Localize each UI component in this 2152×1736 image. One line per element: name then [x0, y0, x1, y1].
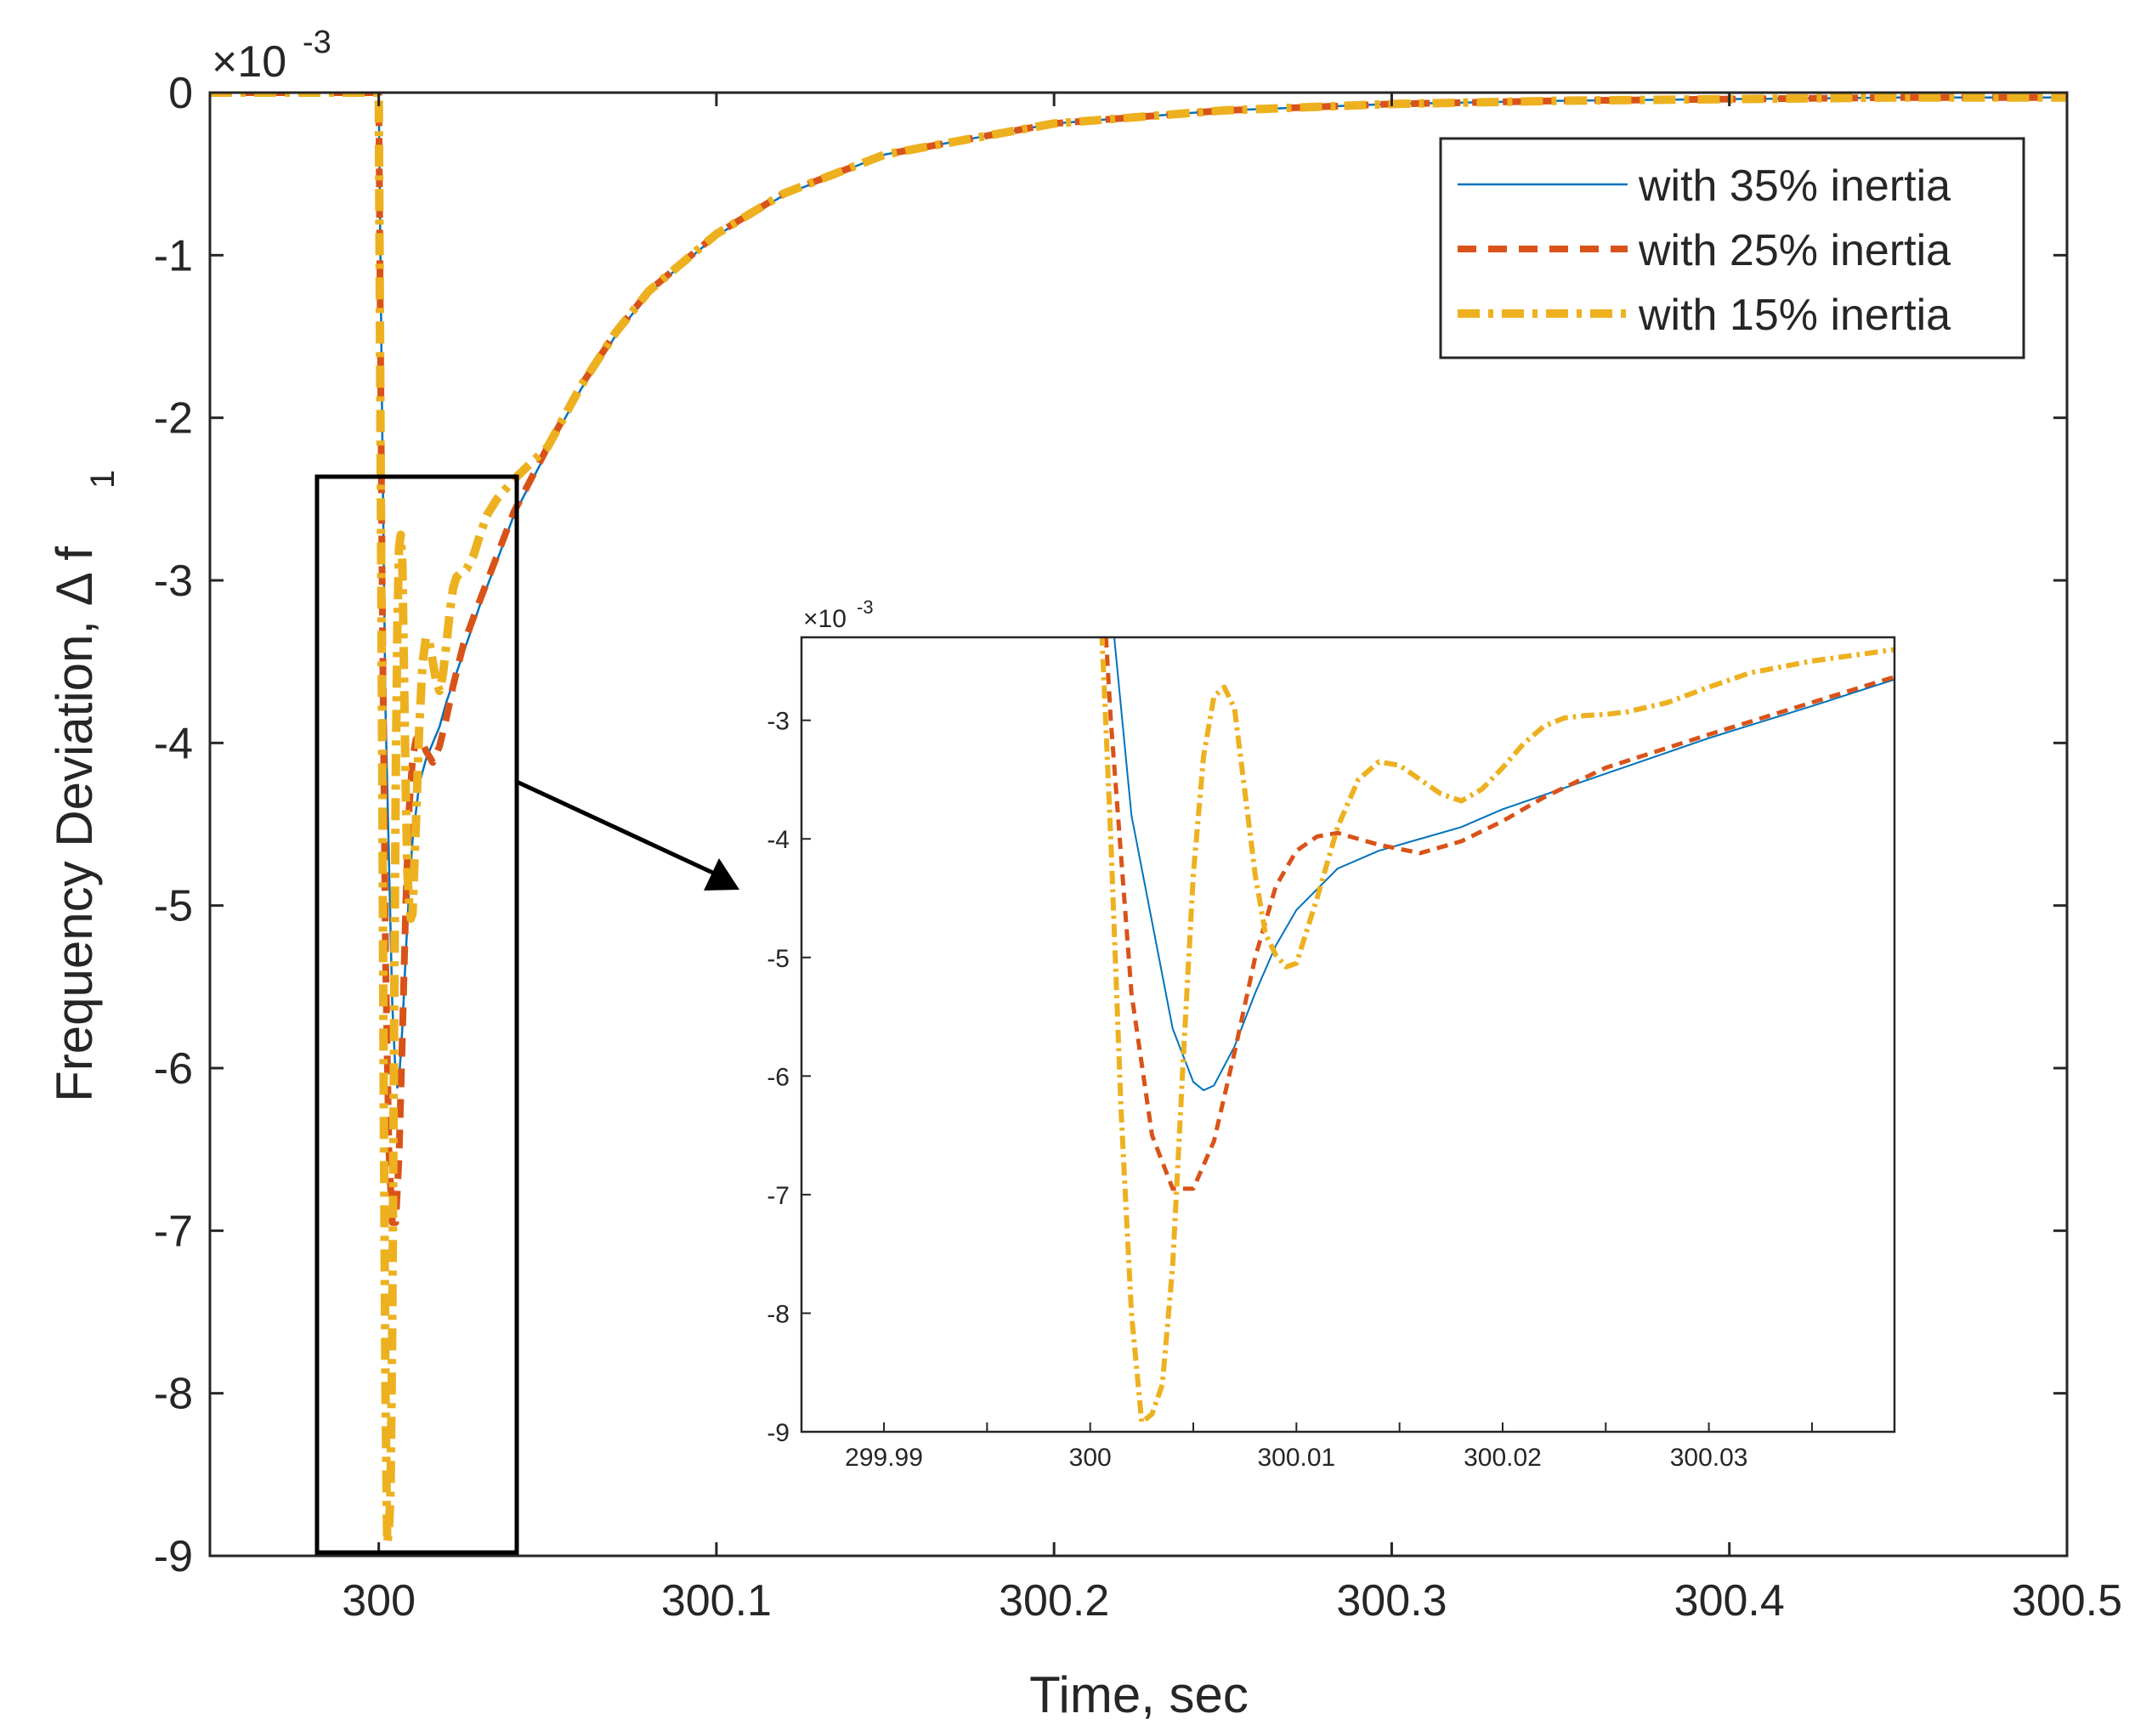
inset-x-tick-label: 300.03 [1670, 1444, 1748, 1472]
inset-y-tick-label: -9 [767, 1419, 790, 1447]
zoom-arrow-shaft [515, 779, 720, 878]
inset-x-tick-label: 299.99 [845, 1444, 923, 1472]
inset-exponent-base: ×10 [803, 605, 847, 633]
inset-exponent-power: -3 [857, 597, 874, 618]
zoom-region-box [314, 474, 519, 1555]
inset-axes-box [800, 636, 1896, 1433]
main-exponent-power: -3 [303, 25, 331, 60]
inset-y-tick-label: -5 [767, 945, 790, 973]
inset-y-tick-label: -3 [767, 708, 790, 736]
x-tick-label: 300.3 [1336, 1576, 1447, 1626]
x-tick-label: 300.4 [1674, 1576, 1785, 1626]
inset-exponent-label: ×10 -3 [803, 597, 874, 633]
inset-x-tick-label: 300.01 [1257, 1444, 1335, 1472]
y-tick-label: -9 [154, 1532, 193, 1581]
zoom-arrow-head-icon [704, 858, 739, 891]
inset-plot-area [801, 637, 1894, 1432]
legend-label-with-15-inertia: with 15% inertia [1638, 291, 1951, 340]
x-tick-label: 300 [342, 1576, 416, 1626]
x-axis-label: Time, sec [1029, 1666, 1249, 1723]
zoom-arrow [515, 779, 739, 891]
y-tick-label: -7 [154, 1207, 193, 1256]
inset-y-tick-label: -7 [767, 1182, 790, 1210]
y-axis-label: Frequency Deviation, Δ f [46, 546, 103, 1102]
x-tick-label: 300.2 [999, 1576, 1109, 1626]
legend-label-with-35-inertia: with 35% inertia [1638, 161, 1951, 211]
main-exponent-base: ×10 [212, 37, 286, 87]
y-tick-label: -1 [154, 231, 193, 280]
main-axes-box [208, 91, 2069, 1558]
y-tick-label: -5 [154, 882, 193, 931]
inset-y-tick-label: -6 [767, 1063, 790, 1091]
inset-axes: 299.99 300 300.01 300.02 300.03 -3 -4 -5 -6 -7 -8 -… [767, 597, 1896, 1472]
x-tick-label: 300.1 [661, 1576, 772, 1626]
inset-x-tick-label: 300.02 [1464, 1444, 1542, 1472]
main-series-group [210, 93, 2067, 1547]
inset-series-line-with-25-inertia [1103, 637, 1894, 1191]
x-tick-label: 300.5 [2012, 1576, 2122, 1626]
y-tick-label: 0 [168, 69, 193, 118]
inset-series-line-with-15-inertia [1099, 637, 1894, 1425]
main-ticks-group: 300 300.1 300.2 300.3 300.4 300.5 0 -1 -2 -3 -4 -5 -… [154, 69, 2122, 1626]
y-tick-label: -3 [154, 557, 193, 606]
y-tick-label: -6 [154, 1044, 193, 1094]
y-axis-label-subscript: 1 [84, 470, 122, 489]
legend-label-with-25-inertia: with 25% inertia [1638, 226, 1951, 275]
main-series-line-with-15-inertia [210, 93, 2067, 1547]
inset-y-tick-label: -8 [767, 1300, 790, 1328]
y-tick-label: -8 [154, 1370, 193, 1419]
inset-x-tick-label: 300 [1069, 1444, 1112, 1472]
inset-y-tick-label: -4 [767, 826, 790, 854]
legend: with 35% inertia with 25% inertia with 15%… [1439, 137, 2025, 359]
inset-ticks-group: 299.99 300 300.01 300.02 300.03 -3 -4 -5 -6 -7 -8 -… [767, 708, 1813, 1472]
main-exponent-label: ×10 -3 [212, 25, 331, 87]
legend-box [1439, 137, 2025, 359]
y-axis-label-group: Frequency Deviation, Δ f 1 [46, 470, 122, 1102]
inset-series-group [1099, 637, 1894, 1425]
y-tick-label: -2 [154, 394, 193, 444]
y-tick-label: -4 [154, 719, 193, 768]
